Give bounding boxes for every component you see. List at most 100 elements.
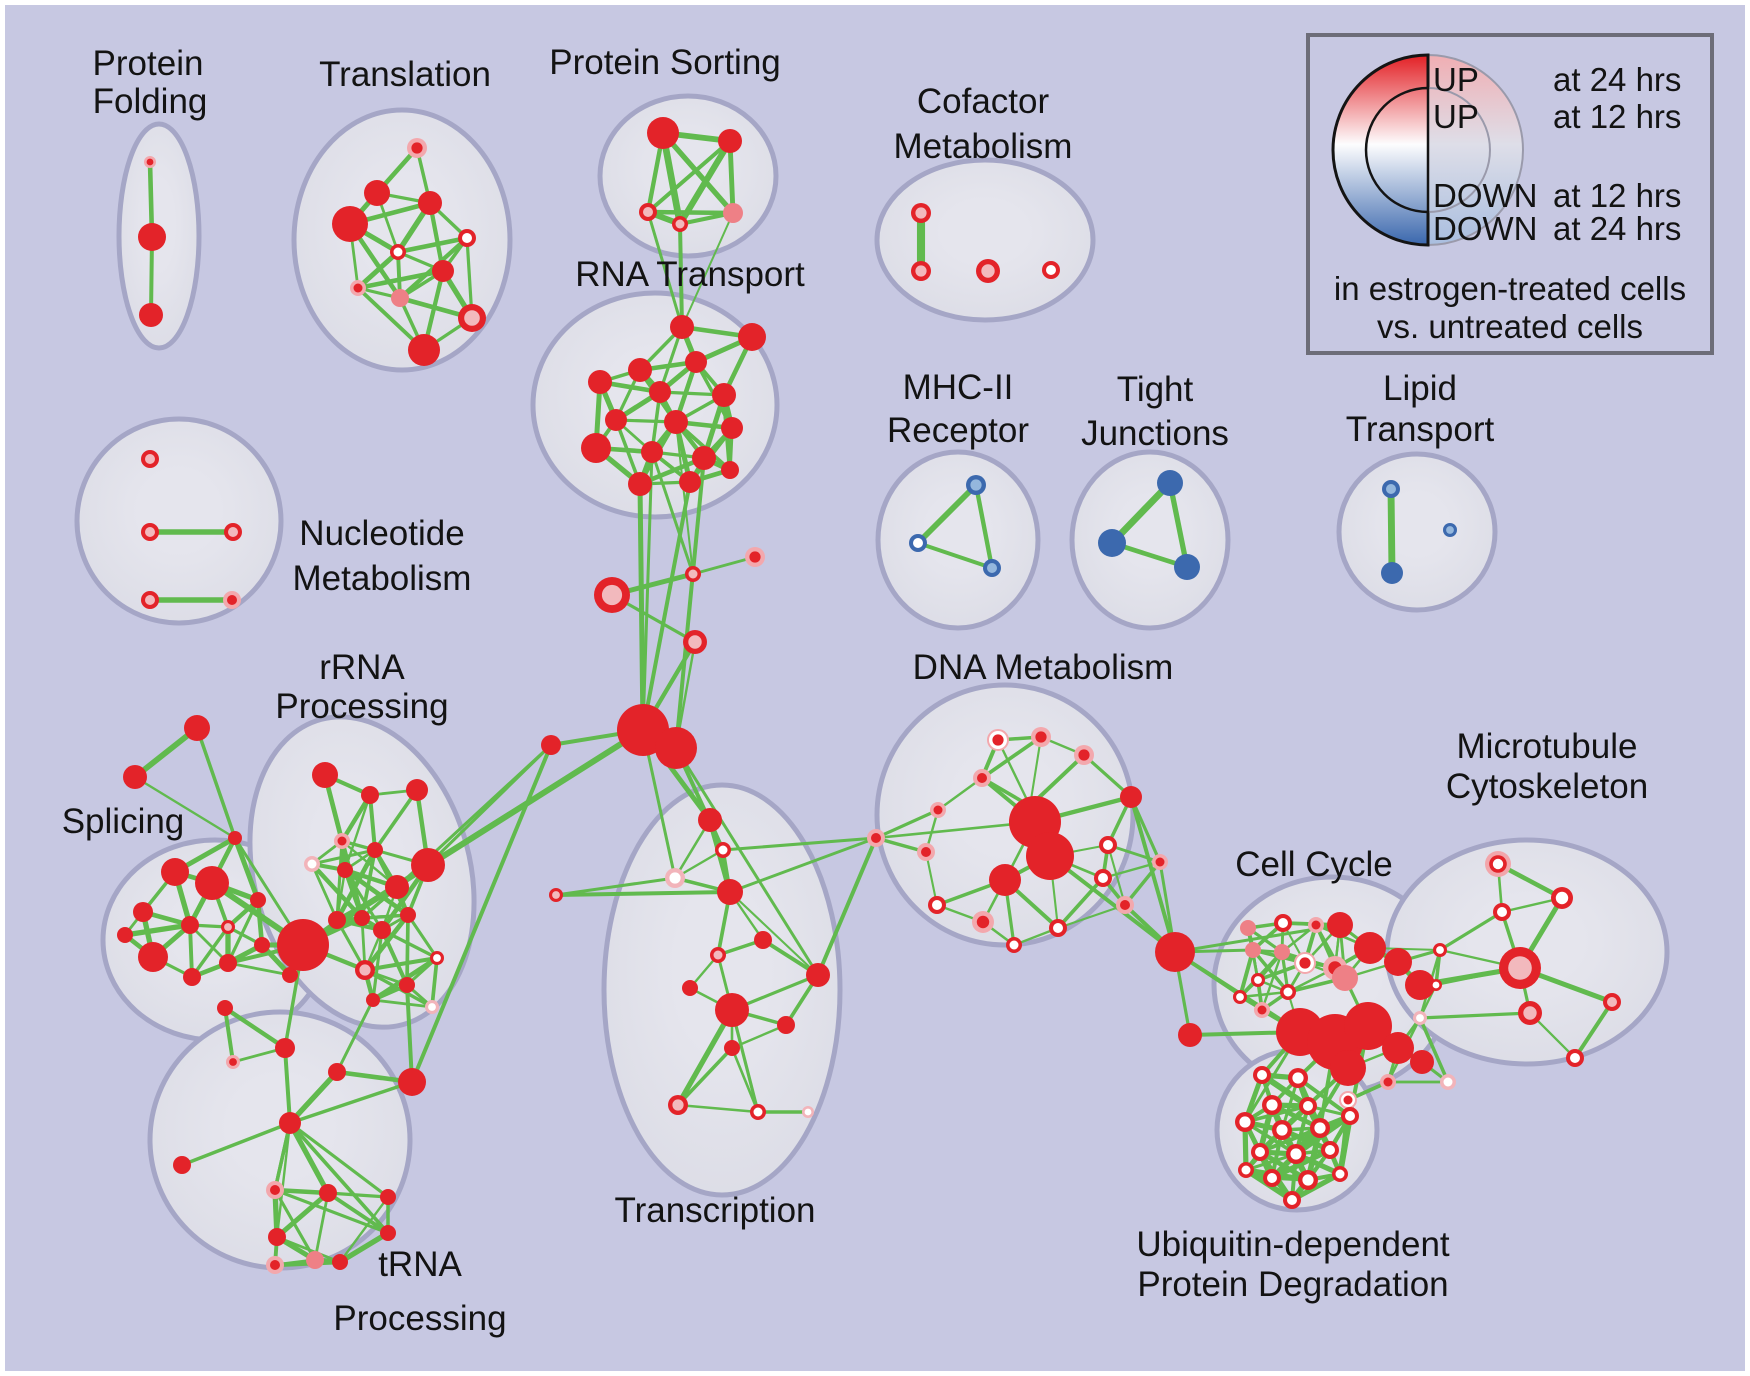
gene-node <box>1345 1111 1355 1121</box>
gene-node <box>753 1107 763 1117</box>
gene-node <box>1255 1147 1265 1157</box>
edge <box>1289 1171 1343 1203</box>
edge <box>373 788 419 852</box>
edge <box>916 541 994 570</box>
gene-node <box>1332 965 1358 991</box>
gene-node <box>1157 470 1183 496</box>
gene-node <box>649 381 671 403</box>
edge <box>273 1188 390 1235</box>
gene-node <box>1523 1006 1537 1020</box>
gene-node <box>721 461 739 479</box>
edge <box>1418 1011 1532 1020</box>
gene-node <box>718 129 742 153</box>
edge <box>1418 1016 1450 1084</box>
gene-node <box>1236 993 1244 1001</box>
gene-node <box>641 441 663 463</box>
edge <box>275 1191 330 1239</box>
gene-node <box>718 845 728 855</box>
gene-node <box>717 879 743 905</box>
network-nodes <box>117 117 1621 1274</box>
cluster-label-lipid-transport: Lipid <box>1383 369 1457 408</box>
edge <box>1167 480 1190 570</box>
gene-node <box>1416 1014 1424 1022</box>
gene-node <box>1257 1070 1267 1080</box>
gene-node <box>664 410 688 434</box>
edge <box>1028 735 1043 808</box>
gene-node <box>319 1184 337 1202</box>
gene-node <box>981 264 995 278</box>
legend-direction-3: DOWN <box>1433 210 1537 247</box>
edge <box>426 743 553 867</box>
legend-direction-1: UP <box>1433 98 1479 135</box>
cluster-label-mhc-ii-receptor: MHC-II <box>903 368 1014 407</box>
gene-node <box>655 727 697 769</box>
gene-node <box>581 433 611 463</box>
edge <box>355 268 446 291</box>
cluster-label-rna-transport: RNA Transport <box>575 255 805 294</box>
edge <box>554 876 677 897</box>
edge <box>721 836 878 852</box>
gene-node <box>146 158 154 166</box>
gene-node <box>408 334 440 366</box>
gene-node <box>688 635 702 649</box>
gene-node <box>1432 981 1440 989</box>
gene-node <box>411 848 445 882</box>
gene-node <box>228 527 238 537</box>
gene-node <box>1098 529 1126 557</box>
cluster-ellipse-transcription <box>601 782 843 1198</box>
edge <box>1129 795 1177 954</box>
gene-node <box>161 858 189 886</box>
edge <box>371 998 434 1009</box>
gene-node <box>1046 265 1056 275</box>
edge <box>425 727 646 868</box>
cluster-label-dna-metabolism: DNA Metabolism <box>913 648 1174 687</box>
edge <box>728 836 878 894</box>
gene-node <box>1405 970 1435 1000</box>
gene-node <box>670 315 694 339</box>
gene-node <box>1299 957 1311 969</box>
gene-node <box>1257 1005 1267 1015</box>
cluster-label-trna-processing: Processing <box>333 1299 506 1338</box>
gene-node <box>366 993 380 1007</box>
gene-node <box>393 247 403 257</box>
gene-node <box>688 569 698 579</box>
cluster-label-rrna-processing: rRNA <box>319 648 405 687</box>
legend-inner-circle-faded <box>1427 86 1491 214</box>
gene-node <box>1382 1032 1414 1064</box>
gene-node <box>462 233 472 243</box>
gene-node <box>1009 940 1019 950</box>
legend-direction-2: DOWN <box>1433 177 1537 214</box>
edge <box>980 735 1043 780</box>
cluster-label-rrna-processing: Processing <box>275 687 448 726</box>
gene-node <box>359 964 371 976</box>
gene-node <box>1497 907 1507 917</box>
gene-node <box>921 847 931 857</box>
edge <box>874 820 1037 840</box>
cluster-label-nucleotide-metabolism: Metabolism <box>293 559 472 598</box>
gene-node <box>275 1038 295 1058</box>
gene-node <box>1384 948 1412 976</box>
gene-node <box>361 786 379 804</box>
edge <box>641 480 692 732</box>
edge <box>343 793 372 872</box>
gene-node <box>228 831 242 845</box>
gene-node <box>1344 1002 1392 1050</box>
gene-node <box>1053 923 1063 933</box>
edge <box>273 1121 292 1192</box>
edge <box>1048 854 1177 954</box>
gene-node <box>1239 1116 1251 1128</box>
legend-texts: UP at 24 hrs UP at 12 hrs DOWN at 12 hrs DOWN a… <box>1334 61 1686 345</box>
gene-node <box>1607 997 1617 1007</box>
gene-node <box>1508 956 1532 980</box>
gene-node <box>328 1063 346 1081</box>
gene-node <box>224 923 232 931</box>
gene-node <box>1555 891 1569 905</box>
cluster-label-microtubule-cytoskeleton: Microtubule <box>1457 727 1638 766</box>
gene-node <box>399 977 415 993</box>
gene-node <box>692 446 716 470</box>
edge <box>1238 948 1255 999</box>
edge <box>646 210 684 329</box>
gene-node <box>777 1016 795 1034</box>
edge <box>275 1235 342 1264</box>
